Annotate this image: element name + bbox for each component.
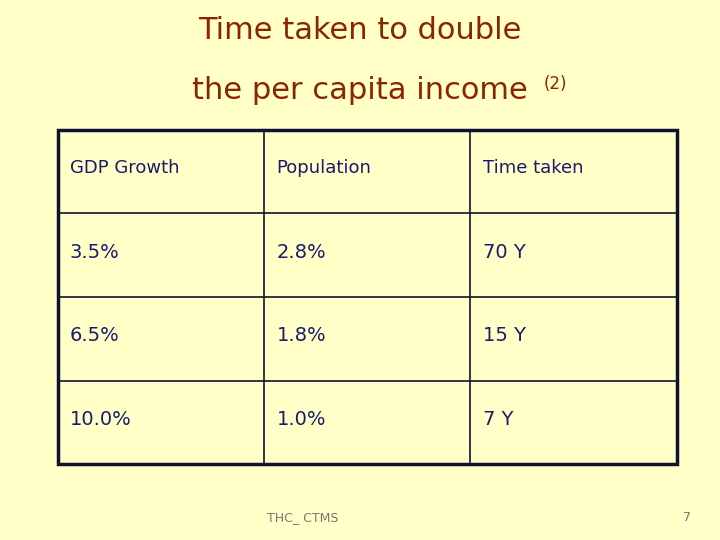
Text: 1.0%: 1.0%: [276, 410, 326, 429]
Text: Time taken: Time taken: [483, 159, 583, 177]
Text: 10.0%: 10.0%: [70, 410, 132, 429]
Text: 7 Y: 7 Y: [483, 410, 513, 429]
Text: Time taken to double: Time taken to double: [198, 16, 522, 45]
Text: GDP Growth: GDP Growth: [70, 159, 179, 177]
Text: (2): (2): [544, 75, 567, 92]
Text: 3.5%: 3.5%: [70, 242, 120, 261]
Text: 7: 7: [683, 511, 691, 524]
Text: 15 Y: 15 Y: [483, 326, 526, 345]
Text: Population: Population: [276, 159, 372, 177]
Text: 6.5%: 6.5%: [70, 326, 120, 345]
Text: 70 Y: 70 Y: [483, 242, 526, 261]
Text: 1.8%: 1.8%: [276, 326, 326, 345]
Text: the per capita income: the per capita income: [192, 76, 528, 105]
FancyBboxPatch shape: [58, 130, 677, 464]
Text: THC_ CTMS: THC_ CTMS: [266, 511, 338, 524]
Text: 2.8%: 2.8%: [276, 242, 326, 261]
